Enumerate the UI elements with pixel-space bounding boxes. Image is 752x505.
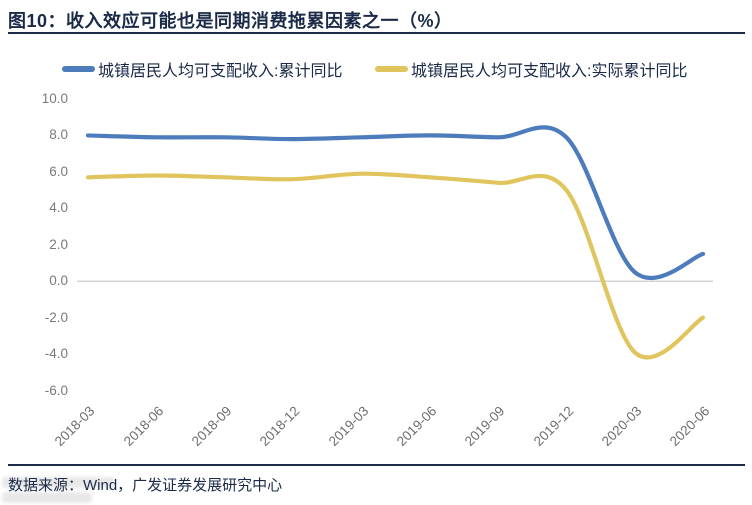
data-source-text: 数据来源：Wind，广发证券发展研究中心 <box>8 477 283 494</box>
x-tick-label: 2019-09 <box>462 403 508 449</box>
y-tick-label: -6.0 <box>44 382 68 398</box>
legend-label-real: 城镇居民人均可支配收入:实际累计同比 <box>411 63 688 80</box>
x-tick-label: 2018-09 <box>188 403 235 449</box>
x-tick-label: 2020-06 <box>667 403 713 449</box>
x-tick-label: 2018-12 <box>257 403 303 449</box>
legend-item-nominal: 城镇居民人均可支配收入:累计同比 <box>62 60 343 80</box>
y-tick-label: 10.0 <box>41 91 68 106</box>
legend-line-swatch-yellow-icon <box>375 66 408 72</box>
x-tick-label: 2019-06 <box>393 403 440 449</box>
x-tick-label: 2019-03 <box>325 403 372 449</box>
series-line-nominal <box>85 125 706 281</box>
title-divider-rule <box>8 32 745 34</box>
watermark-blur-bar <box>2 492 92 503</box>
x-tick-label: 2019-12 <box>530 403 577 449</box>
series-lines-group <box>85 125 706 360</box>
x-tick-label: 2018-06 <box>120 403 167 449</box>
series-line-real <box>85 171 706 360</box>
watermark <box>0 475 120 505</box>
watermark-blur-bar <box>2 477 114 488</box>
x-tick-label: 2018-03 <box>52 403 98 449</box>
legend-item-real: 城镇居民人均可支配收入:实际累计同比 <box>375 60 688 80</box>
legend-line-swatch-blue-icon <box>62 66 95 72</box>
y-tick-label: 0.0 <box>49 273 68 289</box>
x-tick-label: 2020-03 <box>598 403 645 449</box>
y-tick-label: 8.0 <box>49 127 68 143</box>
footer-divider-rule <box>8 464 745 466</box>
y-tick-label: 4.0 <box>49 200 68 216</box>
y-tick-label: 2.0 <box>49 236 68 252</box>
y-tick-label: -2.0 <box>44 309 68 325</box>
legend-label-nominal: 城镇居民人均可支配收入:累计同比 <box>98 63 343 80</box>
chart-legend: 城镇居民人均可支配收入:累计同比 城镇居民人均可支配收入:实际累计同比 <box>0 60 752 80</box>
figure-title: 图10：收入效应可能也是同期消费拖累因素之一（%） <box>8 11 453 31</box>
y-tick-label: 6.0 <box>49 163 68 179</box>
y-tick-label: -4.0 <box>44 346 68 362</box>
